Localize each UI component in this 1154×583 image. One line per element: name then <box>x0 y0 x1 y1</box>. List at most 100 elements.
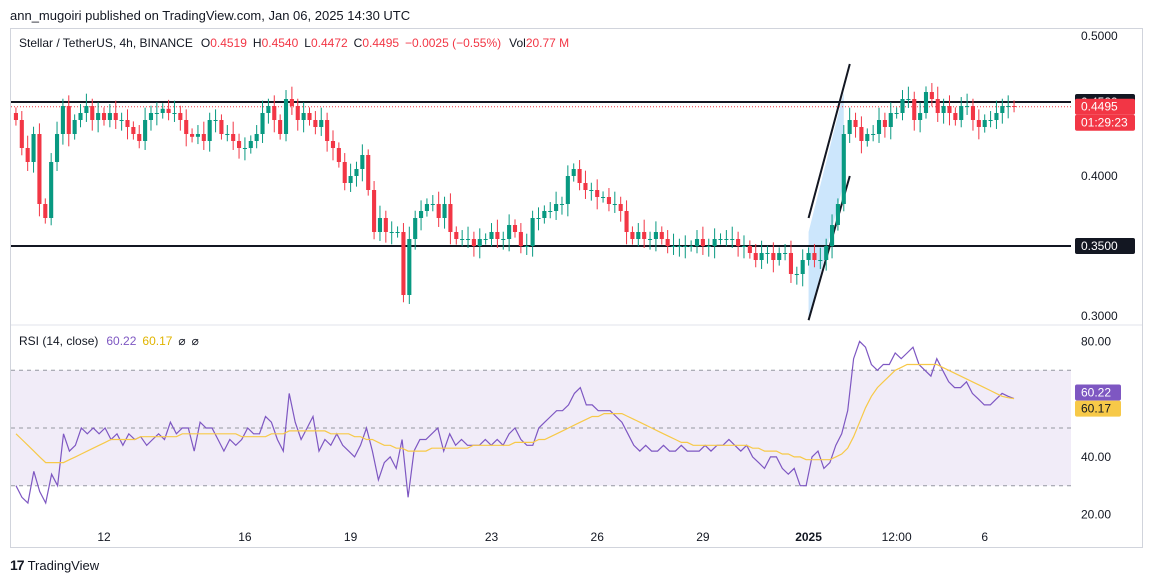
candle-body <box>923 92 929 113</box>
candle-body <box>96 113 101 120</box>
candle-body <box>824 246 829 260</box>
x-axis-tick: 12:00 <box>882 530 912 544</box>
candle-body <box>929 92 934 99</box>
rsi-axis-tick: 20.00 <box>1081 508 1111 522</box>
candle-body <box>377 218 383 232</box>
candle-body <box>78 113 83 120</box>
candle-body <box>1000 106 1005 113</box>
candle-body <box>777 253 782 260</box>
channel-fill <box>808 92 844 321</box>
candle-body <box>747 246 752 253</box>
candle-body <box>565 176 570 204</box>
candle-body <box>483 239 488 240</box>
candle-body <box>554 204 559 211</box>
rsi-ma-line <box>15 363 1015 464</box>
candle-body <box>366 155 371 190</box>
high-key: H <box>253 36 262 50</box>
price-axis-tick: 0.3000 <box>1081 309 1118 323</box>
candle-body <box>636 232 641 239</box>
candle-body <box>278 120 283 134</box>
candle-body <box>213 120 218 121</box>
price-axis-tick: 0.4000 <box>1081 169 1118 183</box>
rsi-value-label: 60.17 <box>1081 402 1111 416</box>
candle-body <box>395 232 400 233</box>
low-key: L <box>304 36 311 50</box>
candle-body <box>137 134 142 141</box>
candle-body <box>283 99 289 134</box>
candle-body <box>959 106 964 120</box>
candle-body <box>248 141 253 148</box>
candle-body <box>530 218 535 246</box>
price-axis-tick: 0.5000 <box>1081 29 1118 43</box>
candle-body <box>765 253 770 254</box>
candle-body <box>571 169 576 176</box>
candle-body <box>1012 106 1017 107</box>
candle-body <box>841 134 846 204</box>
candle-body <box>859 127 864 141</box>
candle-body <box>383 218 388 232</box>
symbol-title: Stellar / TetherUS, 4h, BINANCE <box>19 36 193 50</box>
rsi-legend: RSI (14, close) 60.22 60.17 ⌀ ⌀ <box>19 334 199 348</box>
candle-body <box>372 190 377 232</box>
candle-body <box>970 106 976 120</box>
candle-body <box>319 120 324 127</box>
change-value: −0.0025 (−0.55%) <box>405 36 501 50</box>
candle-body <box>800 260 805 274</box>
candle-body <box>72 120 77 134</box>
candle-body <box>548 211 553 212</box>
candle-body <box>454 232 459 239</box>
candle-body <box>219 120 224 134</box>
candle-body <box>436 204 441 218</box>
candle-body <box>236 141 242 148</box>
price-label-box <box>1075 98 1135 115</box>
rsi-ma-legend-value: 60.17 <box>142 334 172 348</box>
candle-body <box>348 176 353 183</box>
close-key: C <box>354 36 363 50</box>
candle-body <box>941 106 946 113</box>
candle-body <box>583 183 588 190</box>
candle-body <box>231 134 236 141</box>
rsi-axis-tick: 80.00 <box>1081 334 1111 348</box>
candle-body <box>882 120 887 127</box>
candle-body <box>988 120 993 121</box>
candle-body <box>430 204 435 205</box>
candle-body <box>125 120 130 127</box>
candle-body <box>360 155 365 169</box>
price-label: 0.4495 <box>1081 100 1118 114</box>
candle-body <box>301 113 306 120</box>
x-axis-tick: 26 <box>591 530 605 544</box>
candle-body <box>84 106 89 113</box>
rsi-line <box>15 340 1015 505</box>
candle-body <box>788 253 794 274</box>
candle-body <box>806 253 811 260</box>
candle-body <box>289 99 294 106</box>
footer-brand[interactable]: TradingView <box>27 557 100 573</box>
candle-body <box>207 120 212 141</box>
candle-body <box>906 99 911 100</box>
candle-body <box>794 274 799 275</box>
rsi-value-box <box>1075 384 1121 401</box>
rsi-title: RSI (14, close) <box>19 334 98 348</box>
candle-body <box>107 113 112 120</box>
chart-canvas[interactable]: 0.50000.40000.30000.45290.449501:29:230.… <box>11 29 1142 547</box>
candle-body <box>912 99 917 120</box>
candle-body <box>577 169 582 183</box>
candle-body <box>60 106 65 134</box>
chart-frame[interactable]: 0.50000.40000.30000.45290.449501:29:230.… <box>10 28 1143 548</box>
candle-body <box>160 108 165 113</box>
candle-body <box>442 204 447 218</box>
candle-body <box>37 134 42 204</box>
candle-body <box>665 239 670 246</box>
candle-body <box>741 246 747 247</box>
candle-body <box>976 120 981 127</box>
candle-body <box>847 120 852 134</box>
candle-body <box>730 239 735 240</box>
candle-body <box>178 113 183 120</box>
candle-body <box>266 106 271 113</box>
candle-body <box>876 120 882 134</box>
tradingview-logo-icon[interactable]: 17 <box>10 557 25 573</box>
candle-body <box>501 239 506 240</box>
candle-body <box>295 106 300 120</box>
candle-body <box>647 239 653 240</box>
candle-body <box>184 120 189 134</box>
